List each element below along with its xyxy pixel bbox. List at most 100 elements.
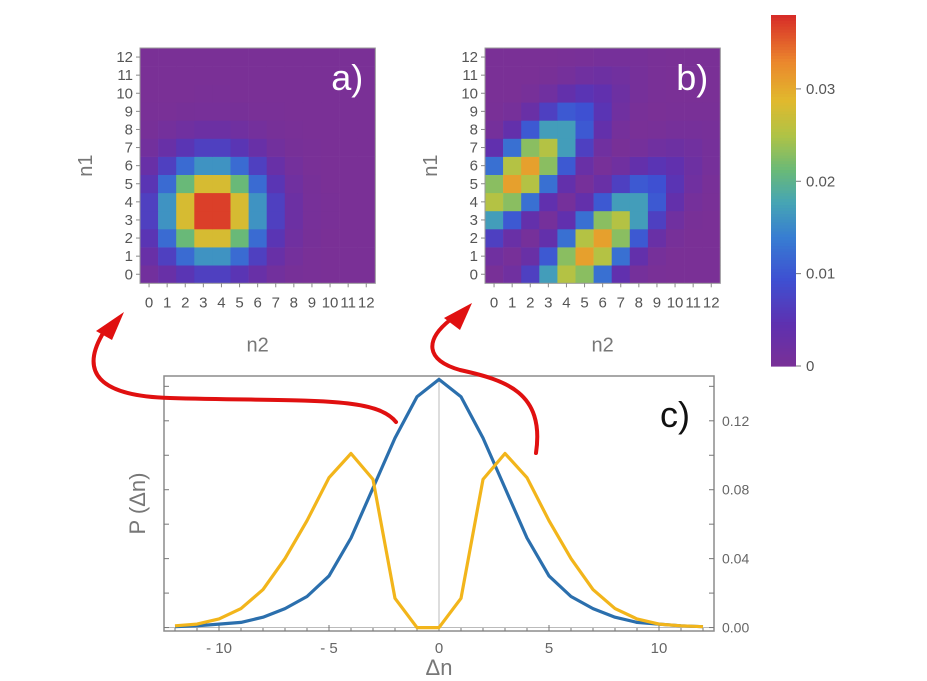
heatmap-cell <box>339 120 358 139</box>
heatmap-cell <box>593 265 612 284</box>
heatmap-cell <box>140 156 159 175</box>
heatmap-cell <box>158 247 177 266</box>
heatmap-cell <box>158 210 177 230</box>
heatmap-cell <box>302 66 322 85</box>
heatmap-cell <box>647 156 667 175</box>
colorbar-band <box>771 91 796 95</box>
heatmap-cell <box>557 265 576 284</box>
heatmap-cell <box>176 265 195 284</box>
colorbar-band <box>771 172 796 177</box>
x-tick-label: 7 <box>272 294 280 311</box>
heatmap-cell <box>521 138 540 157</box>
panel-label: c) <box>660 394 690 435</box>
x-axis-label: Δn <box>426 655 453 680</box>
heatmap-cell <box>521 102 540 121</box>
colorbar-band <box>771 67 796 72</box>
y-tick-label: 0.04 <box>722 551 749 567</box>
heatmap-cell <box>593 174 612 194</box>
colorbar-band <box>771 132 796 136</box>
heatmap-cell <box>140 210 159 230</box>
heatmap-cell <box>666 174 685 194</box>
colorbar-band <box>771 50 796 54</box>
heatmap-cell <box>266 48 286 67</box>
arrow-line-b <box>430 318 540 455</box>
colorbar-band <box>771 79 796 83</box>
heatmap-cell <box>248 265 267 284</box>
y-tick-label: 1 <box>125 248 133 265</box>
colorbar-band <box>771 327 796 332</box>
heatmap-cell <box>557 156 576 175</box>
heatmap-cell <box>357 138 376 157</box>
heatmap-cell <box>230 102 249 121</box>
colorbar-tick-label: 0 <box>806 358 814 375</box>
heatmap-cell <box>593 210 612 230</box>
heatmap-cell <box>194 192 213 212</box>
heatmap-cell <box>266 156 286 175</box>
heatmap-cell <box>339 66 358 85</box>
colorbar-band <box>771 246 796 250</box>
arrow-line-a <box>91 333 398 424</box>
heatmap-cell <box>611 48 631 67</box>
heatmap-cell <box>321 48 340 67</box>
heatmap-cell <box>666 120 685 139</box>
x-tick-label: 8 <box>290 294 298 311</box>
heatmap-cell <box>684 84 703 103</box>
colorbar-band <box>771 99 796 104</box>
colorbar-band <box>771 228 796 233</box>
heatmap-cell <box>557 66 576 85</box>
heatmap-cell <box>593 192 612 212</box>
heatmap-cell <box>284 265 304 284</box>
heatmap-cell <box>194 174 213 194</box>
heatmap-cell <box>539 102 558 121</box>
heatmap-cell <box>575 265 594 284</box>
heatmap-cell <box>611 156 631 175</box>
heatmap-cell <box>684 120 703 139</box>
heatmap-cell <box>339 210 358 230</box>
y-tick-label: 9 <box>470 103 478 120</box>
y-tick-label: 2 <box>125 230 133 247</box>
heatmap-cell <box>485 247 504 266</box>
colorbar-band <box>771 102 796 107</box>
heatmap-cell <box>140 229 159 248</box>
heatmap-cell <box>521 120 540 139</box>
x-tick-label: 0 <box>435 640 443 657</box>
colorbar-band <box>771 225 796 230</box>
heatmap-cell <box>503 210 522 230</box>
colorbar-band <box>771 213 796 218</box>
arrow-head-b <box>444 303 472 330</box>
colorbar-band <box>771 257 796 262</box>
heatmap-cell <box>611 247 631 266</box>
heatmap-cell <box>666 102 685 121</box>
heatmap-cell <box>593 66 612 85</box>
colorbar-band <box>771 23 796 28</box>
panel-label: a) <box>331 57 363 98</box>
heatmap-cell <box>629 229 649 248</box>
heatmap-cell <box>266 120 286 139</box>
colorbar-band <box>771 307 796 312</box>
heatmap-cell <box>611 265 631 284</box>
colorbar-band <box>771 278 796 282</box>
heatmap-cell <box>593 48 612 67</box>
heatmap-cell <box>575 102 594 121</box>
colorbar-band <box>771 269 796 273</box>
colorbar-band <box>771 123 796 127</box>
colorbar-band <box>771 170 796 174</box>
colorbar-band <box>771 360 796 364</box>
colorbar-band <box>771 105 796 110</box>
heatmap-cell <box>666 48 685 67</box>
x-tick-label: 6 <box>598 294 606 311</box>
heatmap-cell <box>575 174 594 194</box>
heatmap-cell <box>194 84 213 103</box>
heatmap-cell <box>339 48 358 67</box>
heatmap-cell <box>357 120 376 139</box>
colorbar-tick-label: 0.02 <box>806 173 835 190</box>
heatmap-cell <box>212 229 231 248</box>
y-tick-label: 5 <box>125 176 133 193</box>
heatmap-cell <box>158 192 177 212</box>
x-tick-label: 12 <box>703 294 720 311</box>
heatmap-cell <box>684 247 703 266</box>
colorbar-band <box>771 20 796 25</box>
heatmap-cell <box>212 265 231 284</box>
heatmap-cell <box>248 156 267 175</box>
